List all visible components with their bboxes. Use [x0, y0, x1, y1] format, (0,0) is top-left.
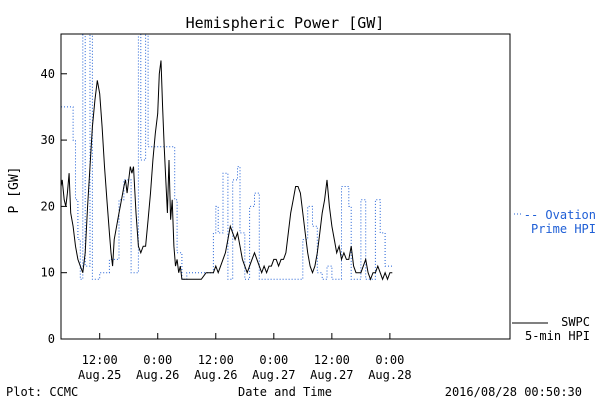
- y-tick-label: 0: [48, 332, 55, 346]
- x-tick-time: 12:00: [82, 353, 118, 367]
- legend-swpc: SWPC 5-min HPI: [512, 315, 590, 343]
- x-tick-date: Aug.27: [310, 368, 353, 382]
- legend-swpc-line1: SWPC: [561, 315, 590, 329]
- legend-ovation: -- Ovation Prime HPI: [514, 208, 596, 236]
- legend: -- Ovation Prime HPI SWPC 5-min HPI: [512, 208, 596, 343]
- x-tick-time: 0:00: [143, 353, 172, 367]
- plot-credit: Plot: CCMC: [6, 385, 78, 399]
- y-tick-label: 30: [41, 133, 55, 147]
- y-axis-label: P [GW]: [7, 167, 22, 214]
- x-tick-date: Aug.26: [136, 368, 179, 382]
- x-axis-label: Date and Time: [238, 385, 332, 399]
- x-tick-date: Aug.26: [194, 368, 237, 382]
- legend-swpc-line2: 5-min HPI: [525, 329, 590, 343]
- chart-title: Hemispheric Power [GW]: [186, 14, 385, 32]
- x-axis-ticks: 12:00Aug.250:00Aug.2612:00Aug.260:00Aug.…: [78, 333, 412, 382]
- x-tick-time: 12:00: [314, 353, 350, 367]
- y-tick-label: 40: [41, 67, 55, 81]
- x-tick-date: Aug.25: [78, 368, 121, 382]
- legend-ovation-line1: -- Ovation: [524, 208, 596, 222]
- plot-timestamp: 2016/08/28 00:50:30: [445, 385, 582, 399]
- x-tick-time: 12:00: [198, 353, 234, 367]
- series-line-ovation: [61, 33, 393, 280]
- legend-ovation-line2: Prime HPI: [531, 222, 596, 236]
- y-tick-label: 10: [41, 266, 55, 280]
- series-line-swpc: [60, 60, 393, 281]
- series-layer: [60, 33, 393, 281]
- x-tick-time: 0:00: [375, 353, 404, 367]
- x-tick-date: Aug.27: [252, 368, 295, 382]
- plot-frame: [60, 33, 511, 340]
- x-tick-time: 0:00: [259, 353, 288, 367]
- y-tick-label: 20: [41, 199, 55, 213]
- x-tick-date: Aug.28: [368, 368, 411, 382]
- y-axis-ticks: 0 10 20 30 40: [41, 67, 67, 346]
